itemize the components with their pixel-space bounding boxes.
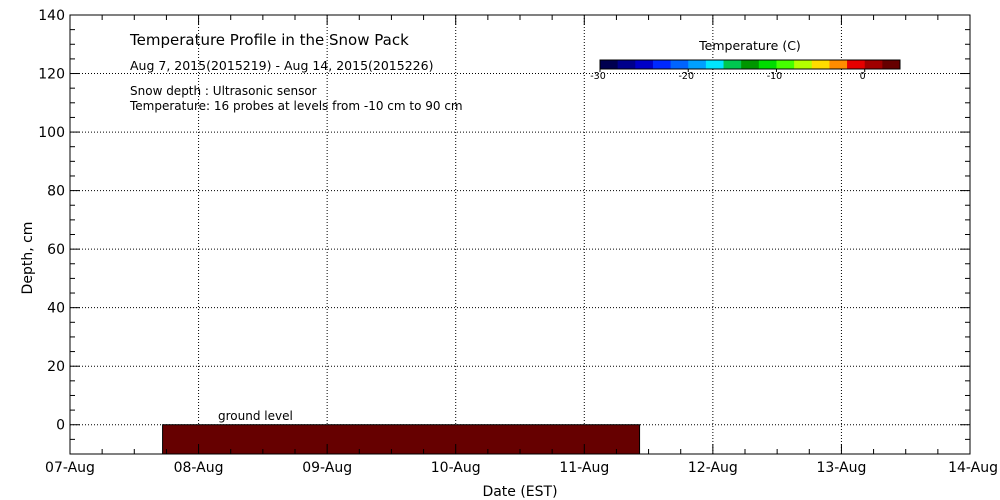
- colorbar-segment: [829, 60, 848, 69]
- colorbar-segment: [794, 60, 813, 69]
- x-tick-label: 14-Aug: [948, 460, 998, 476]
- colorbar-segment: [882, 60, 901, 69]
- y-tick-label: 100: [38, 125, 65, 141]
- y-tick-label: 140: [38, 8, 65, 24]
- colorbar-tick-label: -30: [590, 71, 606, 82]
- x-tick-label: 08-Aug: [174, 460, 224, 476]
- x-tick-label: 11-Aug: [559, 460, 609, 476]
- plot-frame: [69, 14, 971, 455]
- colorbar: -30 -20 -10 0: [590, 59, 901, 82]
- y-tick-label: 80: [47, 184, 65, 200]
- y-tick-label: 120: [38, 67, 65, 83]
- data-layer: [162, 424, 641, 455]
- colorbar-segment: [688, 60, 707, 69]
- colorbar-tick-label: -10: [767, 71, 783, 82]
- colorbar-segment: [758, 60, 777, 69]
- x-tick-label: 12-Aug: [688, 460, 738, 476]
- colorbar-segment: [635, 60, 654, 69]
- chart-title: Temperature Profile in the Snow Pack: [129, 31, 409, 49]
- colorbar-tick-label: -20: [678, 71, 694, 82]
- colorbar-label: Temperature (C): [698, 38, 801, 53]
- annotation-snow-depth: Snow depth : Ultrasonic sensor: [130, 84, 317, 98]
- x-tick-label: 10-Aug: [431, 460, 481, 476]
- colorbar-segment: [723, 60, 742, 69]
- colorbar-segment: [811, 60, 830, 69]
- annotation-temperature-probes: Temperature: 16 probes at levels from -1…: [129, 99, 463, 113]
- colorbar-tick-label: 0: [860, 71, 866, 82]
- axes: 0 20 40 60 80 100 120 140 07-Aug 08-Aug 09-Aug 10-A…: [38, 8, 998, 476]
- x-tick-label: 07-Aug: [45, 460, 95, 476]
- colorbar-frame: [599, 59, 901, 70]
- colorbar-segment: [617, 60, 636, 69]
- x-tick-label: 13-Aug: [816, 460, 866, 476]
- y-tick-label: 60: [47, 242, 65, 258]
- y-tick-label: 0: [56, 418, 65, 434]
- colorbar-segment: [741, 60, 760, 69]
- grid-lines: [70, 15, 970, 454]
- chart-subtitle: Aug 7, 2015(2015219) - Aug 14, 2015(2015…: [130, 58, 433, 73]
- colorbar-segment: [670, 60, 689, 69]
- ground-level-label: ground level: [218, 409, 293, 423]
- x-tick-label: 09-Aug: [302, 460, 352, 476]
- colorbar-segment: [847, 60, 866, 69]
- colorbar-segment: [776, 60, 795, 69]
- y-tick-label: 40: [47, 301, 65, 317]
- colorbar-segment: [600, 60, 619, 69]
- y-tick-label: 20: [47, 359, 65, 375]
- y-axis-label: Depth, cm: [20, 222, 36, 295]
- colorbar-segment: [864, 60, 883, 69]
- ground-temperature-fill: [162, 424, 641, 455]
- colorbar-segment: [705, 60, 725, 69]
- x-axis-label: Date (EST): [482, 484, 557, 500]
- colorbar-segment: [652, 60, 672, 69]
